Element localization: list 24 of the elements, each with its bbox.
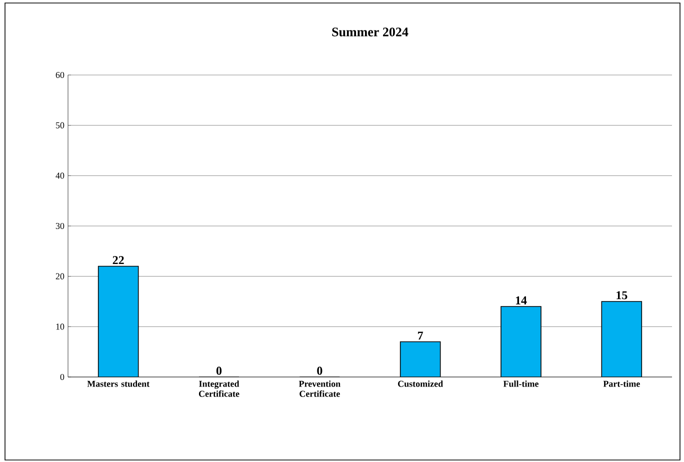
- y-tick-label: 40: [56, 172, 64, 179]
- x-tick-label: Customized: [398, 380, 443, 387]
- chart-title: Summer 2024: [332, 28, 408, 36]
- x-tick-label: Masters student: [87, 380, 150, 387]
- bar: [500, 306, 542, 377]
- data-label: 22: [112, 256, 124, 264]
- data-label: 7: [418, 332, 424, 340]
- y-tick-label: 0: [60, 374, 64, 380]
- data-label: 14: [516, 296, 527, 304]
- y-tick-label: 60: [56, 72, 64, 78]
- y-tick-label: 30: [56, 222, 64, 230]
- y-tick-label: 10: [56, 324, 64, 330]
- y-tick-label: 50: [56, 122, 64, 128]
- data-label: 0: [317, 366, 322, 375]
- y-tick-label: 20: [56, 273, 64, 280]
- x-tick-label: Full-time: [503, 380, 539, 387]
- data-label: 0: [216, 366, 222, 375]
- x-tick-label: Prevention Certificate: [298, 380, 340, 397]
- bar: [601, 301, 642, 377]
- bar: [400, 341, 441, 377]
- bar: [98, 266, 139, 377]
- data-label: 15: [616, 291, 628, 300]
- x-tick-label: Integrated Certificate: [198, 380, 240, 397]
- x-tick-label: Part-time: [603, 380, 640, 387]
